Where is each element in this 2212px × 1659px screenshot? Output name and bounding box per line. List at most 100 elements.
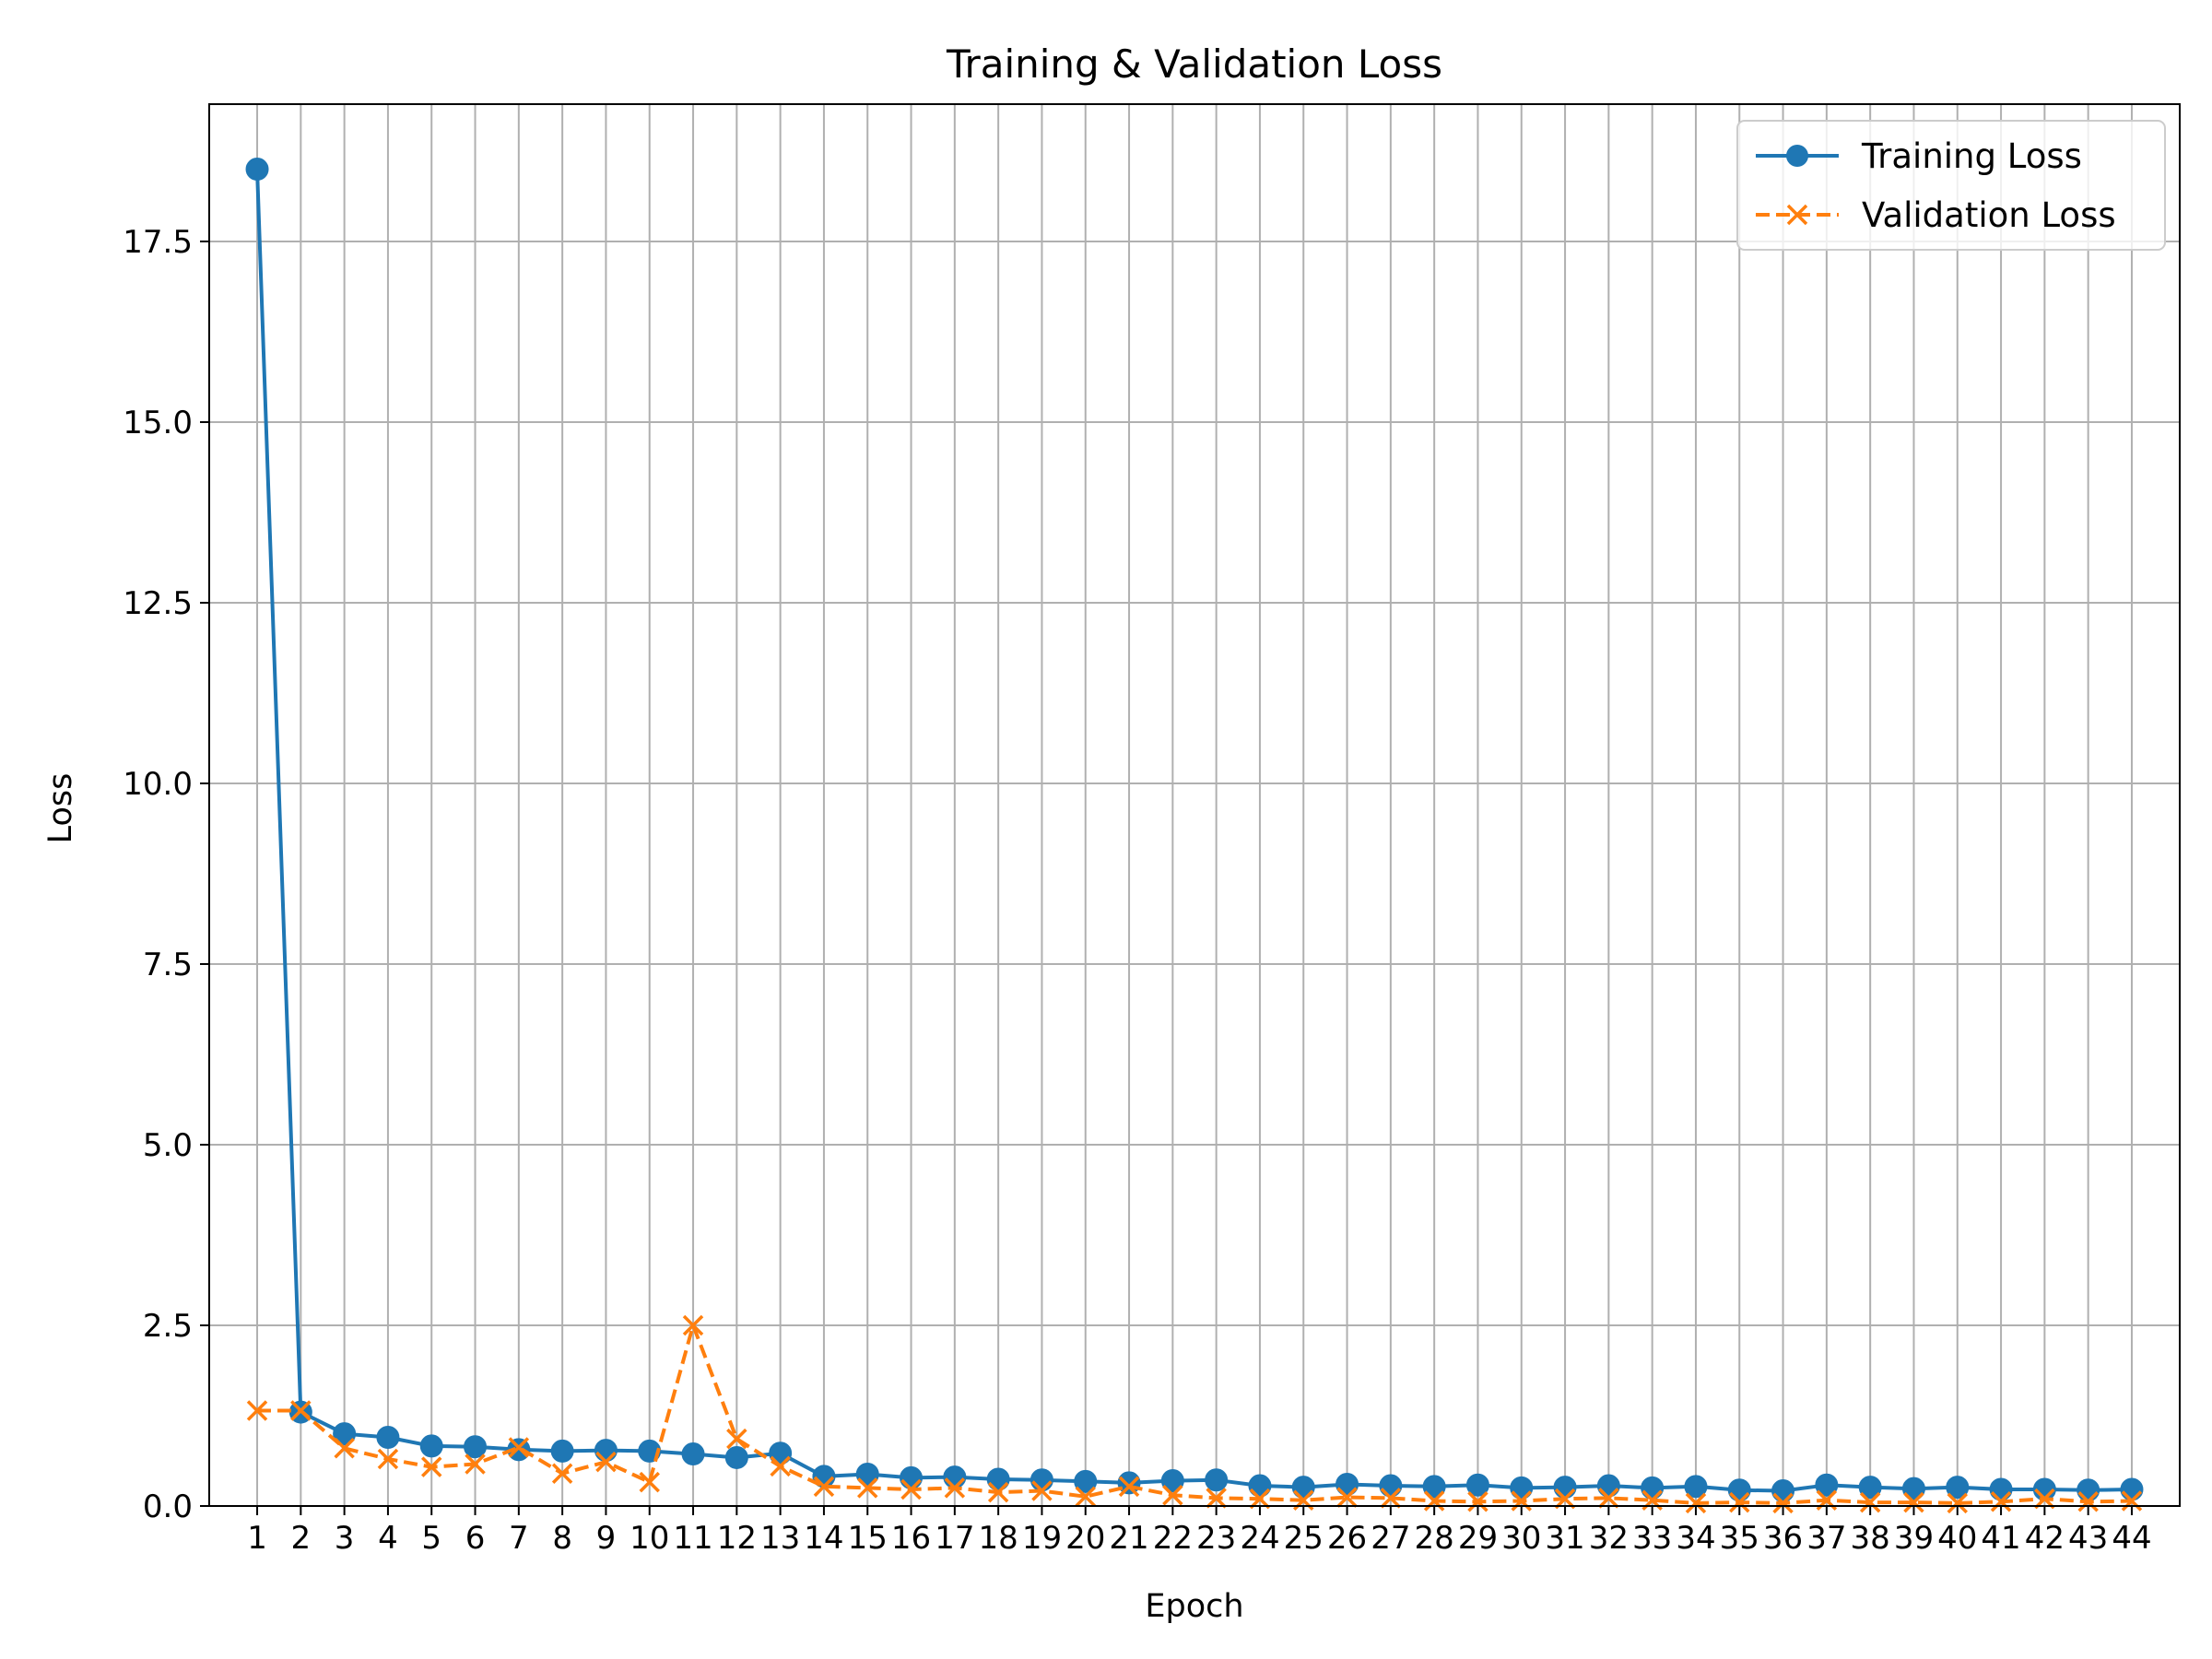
x-tick-label: 36 <box>1763 1520 1803 1557</box>
x-tick-label: 24 <box>1240 1520 1279 1557</box>
x-tick-label: 25 <box>1284 1520 1324 1557</box>
validation-point <box>1467 1491 1488 1512</box>
validation-point <box>1729 1491 1750 1513</box>
validation-point <box>2034 1488 2055 1510</box>
training-point <box>1117 1471 1141 1495</box>
x-tick-label: 9 <box>596 1520 617 1557</box>
validation-point <box>1380 1488 1402 1509</box>
x-tick-label: 39 <box>1894 1520 1934 1557</box>
x-tick-label: 18 <box>979 1520 1018 1557</box>
validation-point <box>420 1456 442 1477</box>
validation-point <box>1336 1487 1358 1508</box>
series-layer <box>245 158 2144 1514</box>
training-point <box>376 1426 400 1450</box>
validation-point <box>1685 1492 1707 1514</box>
validation-point <box>1031 1480 1053 1501</box>
axis-ticks: 1 2 3 4 5 6 7 8 9 10 11 12 13 14 15 16 17 18 19 20 21 22 23 24 2… <box>123 224 2151 1557</box>
x-tick-label: 22 <box>1153 1520 1193 1557</box>
x-tick-label: 34 <box>1676 1520 1715 1557</box>
x-tick-label: 29 <box>1458 1520 1498 1557</box>
training-point <box>1291 1476 1315 1500</box>
validation-point <box>857 1477 878 1499</box>
training-point <box>245 158 269 182</box>
x-tick-label: 19 <box>1022 1520 1062 1557</box>
x-tick-label: 20 <box>1065 1520 1105 1557</box>
x-tick-label: 28 <box>1415 1520 1454 1557</box>
x-tick-label: 12 <box>717 1520 757 1557</box>
x-tick-label: 41 <box>1981 1520 2020 1557</box>
training-point <box>464 1435 488 1459</box>
training-point <box>1335 1472 1359 1496</box>
training-point <box>1771 1479 1795 1503</box>
x-tick-label: 21 <box>1109 1520 1148 1557</box>
training-point <box>419 1434 443 1458</box>
y-tick-label: 2.5 <box>143 1308 193 1345</box>
validation-point <box>465 1453 486 1475</box>
validation-point <box>334 1438 355 1459</box>
validation-point <box>1990 1491 2012 1512</box>
training-point <box>2077 1478 2100 1502</box>
x-tick-label: 4 <box>378 1520 398 1557</box>
validation-point <box>1772 1492 1794 1514</box>
x-tick-label: 43 <box>2068 1520 2108 1557</box>
series-line-validation <box>257 1324 2133 1505</box>
legend-label: Training Loss <box>1861 136 2082 176</box>
training-point <box>1422 1475 1446 1499</box>
validation-point <box>290 1400 312 1421</box>
training-point <box>1465 1473 1489 1497</box>
y-tick-label: 17.5 <box>123 224 193 261</box>
training-point <box>1160 1469 1184 1493</box>
training-point <box>724 1445 748 1469</box>
x-tick-label: 44 <box>2112 1520 2151 1557</box>
training-point <box>1074 1469 1098 1493</box>
validation-point <box>1249 1488 1271 1510</box>
validation-point <box>1947 1492 1969 1514</box>
legend-marker-x <box>1786 204 1808 226</box>
validation-point <box>682 1314 704 1336</box>
validation-point <box>1859 1491 1881 1513</box>
y-tick-label: 5.0 <box>143 1127 193 1164</box>
training-point <box>1510 1476 1534 1500</box>
training-point <box>550 1439 574 1463</box>
x-tick-label: 6 <box>465 1520 486 1557</box>
validation-point <box>1075 1486 1096 1508</box>
x-tick-label: 13 <box>760 1520 800 1557</box>
x-tick-label: 40 <box>1937 1520 1977 1557</box>
training-point <box>2120 1477 2144 1501</box>
training-point <box>1989 1477 2013 1501</box>
validation-point <box>2077 1491 2099 1512</box>
training-point <box>1727 1478 1751 1502</box>
x-tick-label: 33 <box>1632 1520 1672 1557</box>
x-tick-label: 2 <box>291 1520 312 1557</box>
training-point <box>855 1463 879 1487</box>
x-tick-label: 15 <box>848 1520 888 1557</box>
training-point <box>1684 1475 1708 1499</box>
x-tick-label: 27 <box>1371 1520 1410 1557</box>
validation-point <box>1423 1490 1445 1512</box>
y-tick-label: 12.5 <box>123 585 193 622</box>
validation-point <box>377 1448 399 1470</box>
x-tick-label: 31 <box>1545 1520 1584 1557</box>
validation-point <box>1554 1488 1576 1510</box>
training-point <box>681 1442 705 1466</box>
validation-point <box>595 1451 617 1473</box>
y-tick-label: 10.0 <box>123 766 193 803</box>
training-point <box>1858 1476 1882 1500</box>
validation-point <box>900 1478 922 1500</box>
x-tick-label: 42 <box>2025 1520 2065 1557</box>
validation-point <box>813 1476 835 1498</box>
training-point <box>1946 1476 1970 1500</box>
validation-point <box>639 1471 660 1493</box>
x-tick-label: 37 <box>1806 1520 1846 1557</box>
validation-point <box>1162 1485 1183 1506</box>
legend: Training Loss Validation Loss <box>1736 120 2166 251</box>
y-tick-label: 7.5 <box>143 947 193 983</box>
validation-point <box>1903 1491 1924 1513</box>
validation-point <box>508 1437 530 1458</box>
validation-point <box>987 1481 1009 1503</box>
training-point <box>1553 1476 1577 1500</box>
training-point <box>1815 1473 1839 1497</box>
x-tick-label: 1 <box>247 1520 267 1557</box>
training-point <box>1901 1477 1925 1500</box>
